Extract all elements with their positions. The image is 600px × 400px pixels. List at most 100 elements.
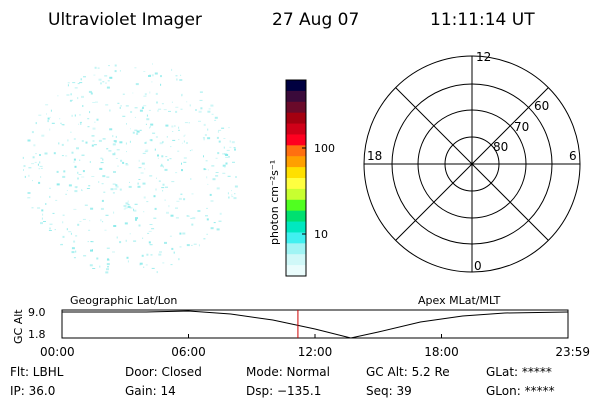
colorbar-swatch [286,90,306,103]
speckle [190,217,193,219]
speckle [158,253,162,256]
speckle [41,209,44,212]
colorbar-swatch [286,134,306,146]
speckle [115,158,118,159]
speckle [162,183,165,186]
speckle [56,183,60,186]
speckle [90,241,94,243]
speckle [119,241,122,244]
speckle [130,128,131,130]
speckle [138,159,140,162]
speckle [124,222,128,225]
speckle [157,157,159,159]
speckle [47,120,49,123]
speckle [146,114,148,117]
speckle [83,255,87,257]
speckle [73,161,76,163]
speckle [76,147,79,150]
speckle [191,223,194,226]
speckle [103,191,106,193]
speckle [47,117,50,120]
speckle [55,199,58,201]
speckle [62,214,65,216]
speckle [93,74,96,76]
speckle [175,75,178,77]
speckle [109,76,113,79]
speckle [107,80,110,82]
speckle [223,146,225,149]
speckle [81,140,84,142]
speckle [106,148,109,150]
speckle [79,221,82,222]
speckle [129,140,131,143]
speckle [85,141,88,144]
speckle [161,155,164,158]
speckle [81,95,84,98]
latitude-label: 70 [514,120,529,134]
speckle [200,107,203,110]
speckle [234,185,238,188]
speckle [156,271,158,274]
speckle [191,244,193,246]
speckle [71,114,73,117]
mlt-label: 0 [474,259,482,273]
speckle [92,140,95,142]
speckle [148,241,151,244]
timeline-x-tick-label: 00:00 [40,345,75,359]
speckle [27,139,31,142]
speckle [176,78,178,81]
speckle [98,139,102,142]
speckle [162,262,165,264]
speckle [62,175,66,178]
speckle [101,183,104,185]
speckle [67,82,70,84]
speckle [73,240,76,243]
speckle [117,102,120,104]
speckle [215,172,219,173]
speckle [106,176,110,178]
speckle [120,105,122,107]
speckle [107,258,109,261]
speckle [202,137,205,139]
speckle [39,154,41,156]
speckle [61,124,64,126]
speckle [28,174,30,177]
speckle [192,217,196,220]
speckle [87,118,90,120]
speckle [102,158,104,161]
altitude-curve [62,310,569,339]
speckle [100,219,102,222]
timeline-x-tick-label: 06:00 [171,345,206,359]
speckle [203,155,204,158]
speckle [224,166,226,168]
speckle [198,110,202,113]
speckle [35,122,37,125]
speckle [45,203,47,205]
speckle [62,124,65,126]
speckle [203,168,206,171]
speckle [178,139,180,141]
speckle [127,204,130,206]
door-status: Door: Closed [125,365,202,379]
speckle [216,136,219,139]
speckle [207,128,209,131]
glat-status: GLat: ***** [486,365,552,379]
colorbar: 100 10 [285,79,335,277]
speckle [135,218,137,221]
speckle [96,118,99,121]
speckle [90,207,94,210]
speckle [204,134,207,136]
speckle [74,114,76,117]
speckle [167,159,169,161]
speckle [107,266,109,268]
speckle [189,150,191,152]
speckle [153,217,157,219]
mlt-label: 12 [476,50,491,64]
speckle [227,175,231,177]
speckle [43,221,46,222]
speckle [27,192,31,194]
speckle [203,123,206,126]
speckle [78,123,80,125]
speckle [125,239,127,242]
speckle [129,233,131,235]
